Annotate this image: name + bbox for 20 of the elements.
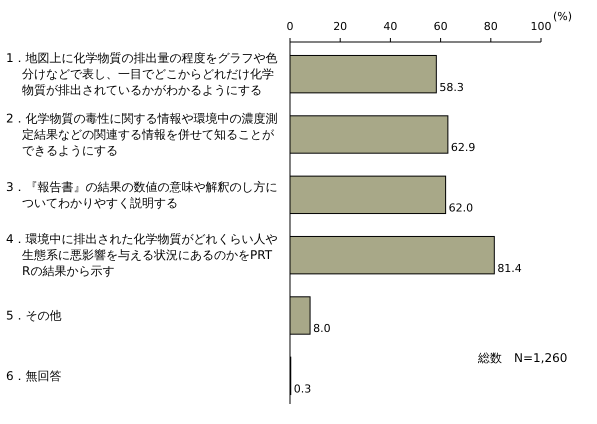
x-tick-label: 100: [530, 20, 552, 33]
y-tick-label: 3．『報告書』の結果の数値の意味や解釈のし方についてわかりやすく説明する: [6, 180, 278, 210]
x-tick-label: 60: [434, 20, 448, 33]
data-label: 81.4: [497, 262, 522, 275]
x-axis-title: (%): [553, 10, 572, 23]
y-tick-label: 6．無回答: [6, 368, 62, 383]
x-tick-label: 40: [383, 20, 398, 33]
data-label: 62.9: [450, 141, 476, 154]
data-label: 62.0: [448, 202, 474, 215]
annotation: 総数 N=1,260: [477, 351, 568, 365]
x-tick-label: 0: [286, 20, 294, 33]
y-tick-label: 2．化学物質の毒性に関する情報や環境中の濃度測定結果などの関連する情報を併せて知ることができるようにする: [6, 112, 278, 158]
y-tick-label: 4．環境中に排出された化学物質がどれくらい人や生態系に悪影響を与える状況にあるのかをPRTRの結果から示す: [6, 232, 278, 278]
data-label: 8.0: [313, 322, 331, 336]
data-label: 0.3: [294, 382, 312, 396]
y-tick-label: 1．地図上に化学物質の排出量の程度をグラフや色分けなどで表し、一目でどこからどれだけ化学物質が排出されているかがわかるようにする: [6, 51, 278, 98]
y-tick-label: 5．その他: [6, 308, 62, 322]
x-tick-label: 20: [333, 20, 348, 33]
data-label: 58.3: [439, 80, 464, 94]
x-tick-label: 80: [484, 20, 498, 33]
